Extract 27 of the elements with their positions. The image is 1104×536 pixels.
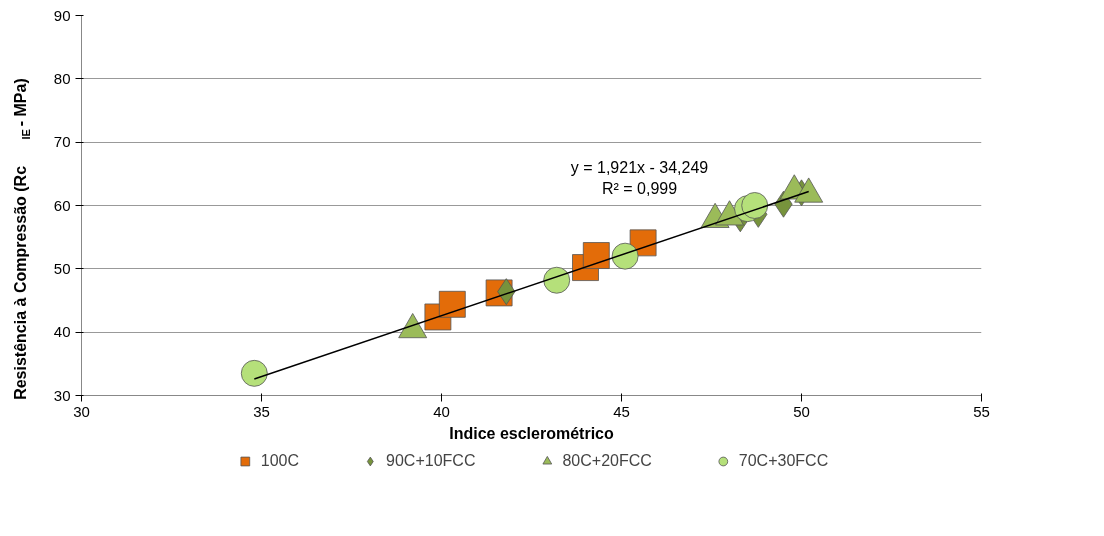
legend-label: 70C+30FCC xyxy=(738,452,829,470)
annotation: R² = 0,999 xyxy=(601,179,678,197)
y-tick-label: 30 xyxy=(53,386,71,404)
legend-label: 80C+20FCC xyxy=(562,452,652,470)
point xyxy=(582,242,610,269)
legend-label: 100C xyxy=(260,452,300,470)
y-tick-label: 40 xyxy=(53,323,71,341)
point xyxy=(543,266,571,294)
legend-label: 90C+10FCC xyxy=(386,452,476,470)
y-tick-label: 70 xyxy=(53,133,71,151)
point xyxy=(240,359,268,387)
x-tick-label: 35 xyxy=(253,402,270,420)
annotation: y = 1,921x - 34,249 xyxy=(570,159,709,176)
x-tick-label: 45 xyxy=(613,402,630,420)
x-tick-label: 50 xyxy=(793,402,810,420)
point xyxy=(438,290,466,318)
text: Resistência à Compressão (RcIE - MPa) xyxy=(12,78,32,400)
x-tick-label: 40 xyxy=(433,402,450,420)
point xyxy=(741,192,769,219)
y-tick-label: 50 xyxy=(53,259,71,277)
y-tick-label: 60 xyxy=(53,196,71,214)
y-tick-label: 90 xyxy=(53,6,71,24)
point xyxy=(611,242,639,270)
x-tick-label: 55 xyxy=(973,402,990,420)
y-tick-label: 80 xyxy=(53,69,71,87)
x-axis-title: Indice esclerométrico xyxy=(449,424,614,442)
x-tick-label: 30 xyxy=(73,402,90,420)
